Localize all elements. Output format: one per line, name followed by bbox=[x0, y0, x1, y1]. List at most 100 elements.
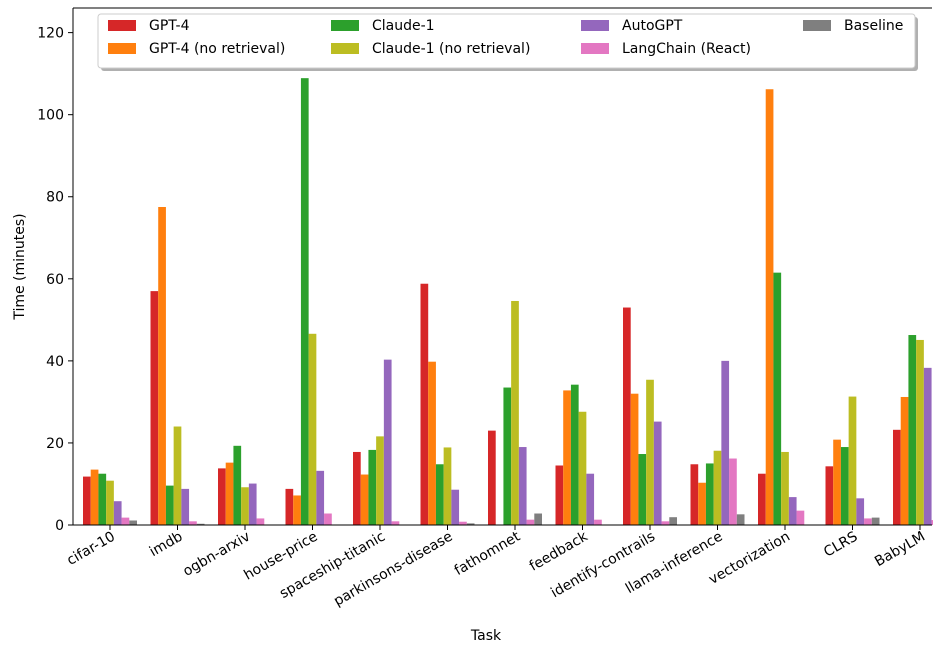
bar-autogpt-cifar-10 bbox=[113, 501, 122, 525]
bar-claude-1-ogbn-arxiv bbox=[233, 445, 242, 525]
legend-frame bbox=[97, 13, 916, 69]
legend-swatch-autogpt bbox=[581, 20, 609, 31]
bar-gpt-4-vectorization bbox=[758, 473, 766, 525]
bar-claude-1-no-retrieval-house-price bbox=[308, 333, 317, 525]
legend-label-baseline: Baseline bbox=[844, 18, 903, 34]
bar-gpt-4-no-retrieval-feedback bbox=[563, 390, 571, 525]
bar-autogpt-clrs bbox=[856, 498, 865, 525]
bar-claude-1-no-retrieval-identify-contrails bbox=[646, 379, 654, 525]
bars-layer bbox=[83, 78, 933, 526]
bar-gpt-4-clrs bbox=[825, 466, 834, 525]
bar-claude-1-no-retrieval-vectorization bbox=[781, 451, 789, 525]
y-tick-label: 20 bbox=[46, 436, 64, 452]
bar-claude-1-no-retrieval-spaceship-titanic bbox=[376, 436, 384, 525]
bar-gpt-4-spaceship-titanic bbox=[353, 451, 361, 525]
x-tick-label-clrs: CLRS bbox=[821, 529, 860, 561]
bar-gpt-4-no-retrieval-parkinsons-disease bbox=[428, 361, 436, 525]
bar-langchain-react-ogbn-arxiv bbox=[256, 518, 265, 525]
y-axis-title: Time (minutes) bbox=[12, 213, 28, 320]
bar-claude-1-no-retrieval-imdb bbox=[173, 426, 182, 525]
bar-gpt-4-no-retrieval-llama-inference bbox=[698, 482, 706, 525]
bar-autogpt-house-price bbox=[316, 470, 325, 525]
bar-baseline-parkinsons-disease bbox=[466, 523, 475, 525]
bar-claude-1-spaceship-titanic bbox=[368, 449, 377, 525]
bar-autogpt-babylm bbox=[923, 367, 932, 525]
bar-gpt-4-parkinsons-disease bbox=[420, 283, 429, 525]
bar-langchain-react-clrs bbox=[864, 518, 872, 525]
y-tick-label: 0 bbox=[55, 518, 64, 534]
bar-baseline-clrs bbox=[871, 517, 880, 525]
bar-claude-1-no-retrieval-babylm bbox=[916, 339, 924, 525]
legend-swatch-claude-1 bbox=[331, 20, 359, 31]
bar-langchain-react-feedback bbox=[594, 519, 602, 525]
bar-langchain-react-imdb bbox=[189, 521, 197, 525]
bar-claude-1-llama-inference bbox=[705, 463, 714, 525]
legend-label-claude-1: Claude-1 bbox=[372, 18, 435, 34]
bar-langchain-react-house-price bbox=[324, 513, 332, 525]
bar-baseline-imdb bbox=[196, 523, 205, 525]
bar-gpt-4-llama-inference bbox=[690, 464, 699, 525]
bar-gpt-4-no-retrieval-house-price bbox=[293, 495, 301, 525]
y-tick-label: 120 bbox=[37, 26, 64, 42]
bar-claude-1-no-retrieval-ogbn-arxiv bbox=[241, 487, 249, 525]
bar-baseline-identify-contrails bbox=[669, 517, 677, 525]
legend-label-langchain-react: LangChain (React) bbox=[622, 41, 751, 57]
bar-gpt-4-no-retrieval-vectorization bbox=[765, 89, 774, 526]
bar-gpt-4-cifar-10 bbox=[83, 476, 91, 525]
x-axis-title: Task bbox=[470, 628, 502, 644]
legend-label-gpt-4: GPT-4 bbox=[149, 18, 190, 34]
bar-gpt-4-ogbn-arxiv bbox=[218, 468, 226, 525]
bar-gpt-4-no-retrieval-babylm bbox=[900, 396, 909, 525]
bar-claude-1-parkinsons-disease bbox=[435, 464, 444, 525]
y-tick-label: 100 bbox=[37, 108, 64, 124]
bar-claude-1-vectorization bbox=[773, 272, 782, 525]
legend-label-claude-1-no-retrieval: Claude-1 (no retrieval) bbox=[372, 41, 530, 57]
bar-langchain-react-parkinsons-disease bbox=[459, 521, 467, 525]
bar-claude-1-cifar-10 bbox=[98, 473, 107, 525]
bar-gpt-4-imdb bbox=[150, 291, 159, 525]
bar-gpt-4-no-retrieval-spaceship-titanic bbox=[360, 474, 369, 525]
bar-langchain-react-cifar-10 bbox=[121, 517, 130, 525]
bar-gpt-4-fathomnet bbox=[488, 430, 496, 525]
bar-autogpt-feedback bbox=[586, 473, 595, 525]
bar-claude-1-no-retrieval-feedback bbox=[578, 411, 587, 525]
bar-gpt-4-babylm bbox=[893, 429, 901, 525]
legend-swatch-gpt-4 bbox=[108, 20, 136, 31]
bar-langchain-react-spaceship-titanic bbox=[391, 521, 400, 525]
legend-swatch-baseline bbox=[803, 20, 831, 31]
x-tick-label-imdb: imdb bbox=[147, 529, 186, 561]
legend-swatch-langchain-react bbox=[581, 43, 609, 54]
bar-claude-1-no-retrieval-fathomnet bbox=[511, 300, 519, 525]
bar-langchain-react-fathomnet bbox=[526, 519, 535, 525]
bar-gpt-4-no-retrieval-ogbn-arxiv bbox=[225, 462, 234, 525]
bar-baseline-cifar-10 bbox=[129, 520, 137, 525]
bar-autogpt-identify-contrails bbox=[653, 421, 662, 525]
bar-autogpt-llama-inference bbox=[721, 360, 730, 525]
bar-claude-1-fathomnet bbox=[503, 387, 512, 525]
bar-claude-1-no-retrieval-cifar-10 bbox=[106, 480, 114, 525]
bar-claude-1-babylm bbox=[908, 335, 917, 525]
legend: GPT-4 GPT-4 (no retrieval) Claude-1 Claude-… bbox=[97, 13, 918, 71]
bar-gpt-4-identify-contrails bbox=[623, 307, 631, 525]
bar-gpt-4-no-retrieval-clrs bbox=[833, 439, 841, 525]
bar-autogpt-vectorization bbox=[788, 497, 797, 525]
bar-claude-1-no-retrieval-clrs bbox=[848, 396, 857, 525]
y-tick-label: 40 bbox=[46, 354, 64, 370]
bar-langchain-react-llama-inference bbox=[729, 458, 737, 525]
y-tick-label: 60 bbox=[46, 272, 64, 288]
x-tick-label-babylm: BabyLM bbox=[872, 529, 928, 570]
legend-label-gpt-4-no-retrieval: GPT-4 (no retrieval) bbox=[149, 41, 285, 57]
bar-claude-1-feedback bbox=[570, 384, 579, 525]
bar-gpt-4-house-price bbox=[285, 488, 294, 525]
bar-langchain-react-vectorization bbox=[796, 510, 805, 525]
x-tick-label-parkinsons-disease: parkinsons-disease bbox=[331, 529, 455, 610]
y-tick-label: 80 bbox=[46, 190, 64, 206]
bar-claude-1-identify-contrails bbox=[638, 454, 647, 525]
x-tick-label-fathomnet: fathomnet bbox=[452, 528, 524, 579]
bar-gpt-4-no-retrieval-cifar-10 bbox=[90, 469, 99, 525]
bar-autogpt-imdb bbox=[181, 488, 190, 525]
bar-gpt-4-no-retrieval-identify-contrails bbox=[630, 393, 639, 525]
bar-claude-1-imdb bbox=[165, 485, 174, 525]
